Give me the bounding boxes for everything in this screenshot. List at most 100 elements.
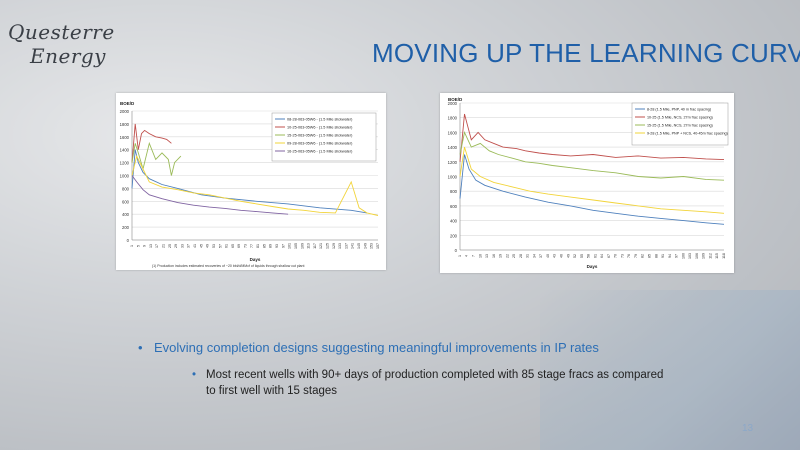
series-line-4 [131, 154, 379, 216]
x-tick-label: 45 [199, 244, 203, 248]
bullet-stage-fracs: Most recent wells with 90+ days of produ… [190, 367, 676, 399]
y-axis-label: BOE/D [120, 101, 135, 106]
x-tick-label: 109 [300, 243, 304, 249]
bullet-ip-rates: Evolving completion designs suggesting m… [138, 340, 738, 355]
x-tick-label: 97 [281, 244, 285, 248]
x-tick-label: 34 [532, 254, 536, 258]
y-tick-label: 0 [455, 248, 458, 253]
x-tick-label: 129 [332, 243, 336, 249]
series-line-4 [459, 146, 725, 214]
x-tick-label: 94 [668, 254, 672, 258]
y-tick-label: 200 [450, 233, 458, 238]
x-tick-label: 21 [161, 244, 165, 248]
y-tick-label: 1400 [120, 148, 130, 153]
legend-entry: 10-25 (1.5 Mile, NCS, 27m frac spacing) [647, 116, 713, 120]
x-tick-label: 4 [465, 255, 469, 257]
x-tick-label: 157 [376, 243, 380, 249]
x-tick-label: 28 [519, 254, 523, 258]
x-tick-label: 1 [458, 255, 462, 257]
y-tick-label: 1800 [120, 122, 130, 127]
x-tick-label: 73 [620, 254, 624, 258]
x-tick-label: 73 [243, 244, 247, 248]
series-line-3 [131, 141, 182, 176]
legend-entry: 8-28 (1.5 Mile, PNP, 40 m frac spacing) [647, 108, 711, 112]
x-tick-label: 117 [313, 243, 317, 249]
y-axis-label: BOE/D [448, 97, 463, 102]
x-tick-label: 113 [307, 243, 311, 249]
chart-left: 0 200 400 600 800 1000 1200 1400 1600 1800 2000 1 5 9… [116, 93, 386, 270]
x-tick-label: 112 [708, 253, 712, 259]
x-tick-label: 109 [702, 253, 706, 259]
x-tick-label: 106 [695, 253, 699, 259]
x-tick-label: 33 [180, 244, 184, 248]
x-tick-label: 65 [231, 244, 235, 248]
legend-entry: 9-28 (1.5 Mile, PNP + NCS, 40-45m frac s… [647, 132, 728, 136]
logo-line1: Questerre [8, 20, 115, 44]
x-tick-label: 101 [288, 243, 292, 249]
x-tick-label: 25 [512, 254, 516, 258]
x-tick-label: 25 [168, 244, 172, 248]
x-tick-label: 77 [250, 244, 254, 248]
x-tick-label: 5 [136, 245, 140, 247]
x-tick-label: 40 [546, 254, 550, 258]
legend-box [271, 112, 377, 162]
y-tick-label: 1200 [120, 161, 130, 166]
y-tick-label: 0 [127, 238, 130, 243]
legend-entry: 08-28-063-05W6 - (1.5 Mile slickwater) [287, 118, 353, 122]
company-logo: Questerre Energy [8, 20, 118, 70]
x-axis-label: Days [250, 257, 261, 262]
x-tick-label: 85 [262, 244, 266, 248]
y-tick-label: 1200 [448, 160, 458, 165]
x-tick-label: 13 [149, 244, 153, 248]
x-tick-label: 41 [193, 244, 197, 248]
x-tick-label: 37 [539, 254, 543, 258]
x-tick-label: 133 [338, 243, 342, 249]
y-tick-label: 800 [122, 186, 130, 191]
x-tick-label: 58 [587, 254, 591, 258]
x-tick-label: 49 [206, 244, 210, 248]
x-tick-label: 70 [614, 254, 618, 258]
bullet-list: Evolving completion designs suggesting m… [138, 340, 738, 399]
chart-right: 0 200 400 600 800 1000 1200 1400 1600 1800 2000 1 4 7… [440, 93, 734, 273]
legend-entry: 15-25 (1.5 Mile, NCS, 27m frac spacing) [647, 124, 713, 128]
y-tick-label: 400 [450, 219, 458, 224]
x-tick-label: 37 [187, 244, 191, 248]
logo-line2: Energy [30, 44, 106, 68]
series-line-5 [131, 175, 289, 215]
x-tick-label: 82 [641, 254, 645, 258]
x-tick-label: 61 [225, 244, 229, 248]
y-tick-label: 400 [122, 212, 130, 217]
y-tick-label: 1400 [448, 145, 458, 150]
series-line-2 [459, 113, 725, 162]
x-tick-label: 88 [654, 254, 658, 258]
y-tick-label: 600 [122, 199, 130, 204]
x-tick-label: 49 [566, 254, 570, 258]
x-tick-label: 61 [593, 254, 597, 258]
x-tick-label: 43 [553, 254, 557, 258]
legend-box [631, 102, 729, 146]
x-axis-label: Days [587, 264, 598, 269]
y-tick-label: 1600 [448, 130, 458, 135]
x-tick-label: 64 [600, 254, 604, 258]
x-tick-label: 69 [237, 244, 241, 248]
y-tick-label: 200 [122, 225, 130, 230]
x-tick-label: 125 [325, 243, 329, 249]
x-tick-label: 52 [573, 254, 577, 258]
x-tick-label: 93 [275, 244, 279, 248]
x-tick-label: 145 [357, 243, 361, 249]
series-line-2 [131, 123, 172, 163]
slide-title: MOVING UP THE LEARNING CURVE [372, 38, 800, 68]
x-tick-label: 1 [130, 245, 134, 247]
x-tick-label: 79 [634, 254, 638, 258]
y-tick-label: 600 [450, 204, 458, 209]
y-tick-label: 1000 [120, 174, 130, 179]
x-tick-label: 137 [344, 243, 348, 249]
x-tick-label: 9 [143, 245, 147, 247]
x-tick-label: 100 [681, 253, 685, 259]
x-tick-label: 121 [319, 243, 323, 249]
x-tick-label: 118 [722, 253, 726, 259]
legend-entry: 16-25-063-05W6 - (1.5 Mile slickwater) [287, 150, 353, 154]
x-tick-label: 53 [212, 244, 216, 248]
x-tick-label: 16 [492, 254, 496, 258]
